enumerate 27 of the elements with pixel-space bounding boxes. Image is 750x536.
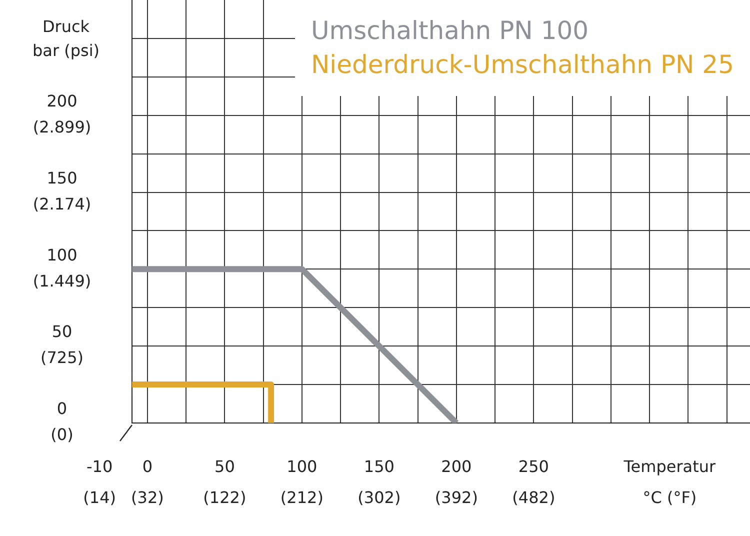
x2-tick-label: (32) xyxy=(131,488,164,508)
y2-tick-label: (0) xyxy=(50,425,74,444)
x2-tick-label: (122) xyxy=(203,488,246,508)
y-tick-label: 0 xyxy=(56,399,68,418)
text: -10 (14) xyxy=(83,457,116,508)
y-tick-label: 50 xyxy=(52,322,72,342)
y-tick-label: 100 xyxy=(46,245,78,264)
y2-tick-label: (1.449) xyxy=(32,271,92,290)
x2-tick-label: (392) xyxy=(434,488,478,508)
y-tick-label: 150 xyxy=(46,168,78,188)
x-tick-label: 200 xyxy=(441,457,472,476)
x-tick-label: 150 xyxy=(364,457,394,476)
y2-tick-label: (2.899) xyxy=(32,118,92,137)
x2-tick-label: (482) xyxy=(512,488,556,508)
x-tick-label: 100 xyxy=(286,457,318,476)
y-tick-label: 200 xyxy=(46,92,78,111)
x-tick-label: 0 xyxy=(142,457,153,476)
x-tick-label: 50 xyxy=(214,457,235,476)
x2-tick-label: (212) xyxy=(280,488,324,508)
text: Niederdruck-Umschalthahn PN 25 xyxy=(310,49,734,81)
x-tick-label: 250 xyxy=(518,457,549,476)
text: Druck bar (psi) xyxy=(32,17,100,60)
text: Umschalthahn PN 100 xyxy=(310,15,590,47)
y2-tick-label: (725) xyxy=(40,348,84,368)
y2-tick-label: (2.174) xyxy=(32,194,92,214)
x2-tick-label: (302) xyxy=(358,488,401,508)
x-axis-title: Temperatur °C (°F) xyxy=(622,457,716,508)
